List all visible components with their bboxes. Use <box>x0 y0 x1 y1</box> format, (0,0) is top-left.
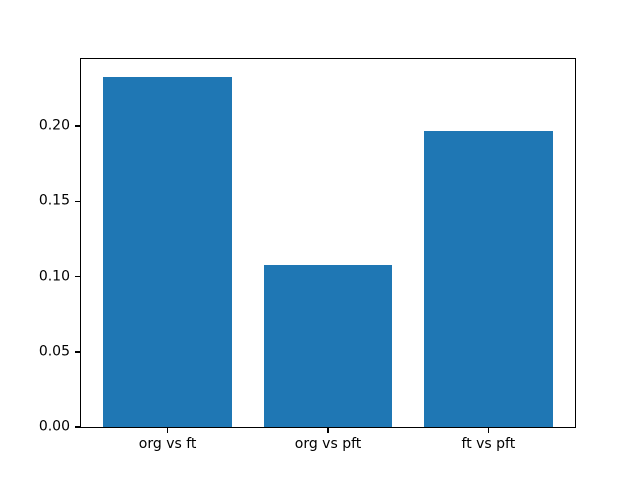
y-tick-label: 0.05 <box>38 343 70 360</box>
x-tick-mark <box>166 428 169 433</box>
y-tick-mark <box>75 125 80 127</box>
y-tick-label: 0.00 <box>38 418 70 435</box>
bar-org-vs-pft <box>263 264 393 427</box>
y-tick-mark <box>75 200 80 203</box>
x-tick-label: ft vs pft <box>461 436 516 452</box>
bar-org-vs-ft <box>103 76 232 427</box>
y-tick-label: 0.10 <box>38 268 70 285</box>
x-tick-label: org vs pft <box>294 436 362 452</box>
y-tick-mark <box>75 275 80 278</box>
y-tick-mark <box>75 426 80 428</box>
x-tick-mark <box>327 428 329 433</box>
bar-ft-vs-pft <box>424 130 553 427</box>
x-tick-mark <box>487 428 490 433</box>
plot-area: 0.00 0.05 0.10 0.15 0.20 org vs ft org vs pft f… <box>39 58 576 451</box>
y-tick-label: 0.15 <box>38 193 70 210</box>
x-tick-label: org vs ft <box>138 436 197 452</box>
y-tick-mark <box>75 351 80 353</box>
y-tick-label: 0.20 <box>38 117 70 134</box>
